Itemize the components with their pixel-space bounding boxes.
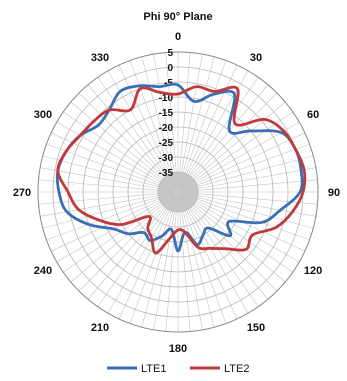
grid-spoke — [179, 56, 215, 188]
grid-outer-ring — [37, 51, 319, 333]
grid-ring — [157, 171, 199, 213]
grid-spoke — [179, 196, 227, 324]
grid-spoke — [179, 196, 238, 320]
grid-spoke — [178, 54, 203, 188]
grid-spoke — [165, 52, 178, 188]
grid-spoke — [129, 196, 177, 324]
grid-spoke — [178, 196, 203, 330]
grid-spoke — [180, 84, 269, 189]
grid-ring — [97, 111, 259, 273]
grid-spoke — [179, 60, 227, 188]
series-lines — [55, 82, 307, 255]
radial-tick-label: 0 — [167, 63, 173, 74]
angle-tick-label: 150 — [247, 322, 265, 334]
grid-ring — [142, 156, 214, 228]
grid-spoke — [97, 77, 176, 189]
grid-spoke — [180, 196, 249, 314]
angle-tick-label: 240 — [34, 265, 52, 277]
grid-spoke — [118, 64, 177, 188]
grid-ring — [112, 126, 244, 258]
grid-spoke — [182, 193, 314, 229]
grid-spoke — [63, 194, 175, 273]
grid-spoke — [107, 196, 176, 314]
grid-spoke — [182, 192, 318, 205]
radial-tick-label: -10 — [159, 93, 174, 104]
grid-spoke — [182, 155, 314, 191]
grid-spoke — [70, 194, 175, 283]
angle-tick-label: 330 — [91, 52, 109, 64]
grid-spoke — [181, 194, 286, 283]
grid-spoke — [181, 194, 293, 273]
radial-tick-label: -30 — [159, 153, 174, 164]
grid-spoke — [181, 195, 278, 292]
grid-spoke — [78, 195, 175, 292]
grid-spoke — [46, 193, 174, 241]
angle-tick-label: 120 — [304, 265, 322, 277]
radial-tick-label: -15 — [159, 108, 174, 119]
angle-axis: 0 30 60 90 120 150 180 210 240 270 300 330 — [13, 31, 340, 355]
grid-spoke — [179, 64, 238, 188]
angle-tick-label: 0 — [175, 31, 181, 43]
legend: LTE1 LTE2 — [107, 363, 249, 375]
grid-spoke — [141, 196, 177, 328]
legend-label-lte2: LTE2 — [224, 363, 249, 375]
grid-spoke — [182, 194, 300, 263]
radial-tick-label: -20 — [159, 123, 174, 134]
radial-tick-label: -25 — [159, 138, 174, 149]
grid-spoke — [182, 143, 310, 191]
grid-spoke — [165, 196, 178, 332]
angle-tick-label: 30 — [250, 52, 262, 64]
angle-tick-label: 210 — [91, 322, 109, 334]
angle-tick-label: 270 — [13, 187, 31, 199]
grid-spoke — [182, 193, 310, 241]
grid-spoke — [141, 56, 177, 188]
grid-spoke — [97, 195, 176, 307]
grid-spoke — [180, 195, 259, 307]
grid-spoke — [178, 196, 191, 332]
grid-spoke — [107, 70, 176, 188]
grid-spoke — [129, 60, 177, 188]
grid-spoke — [50, 132, 174, 191]
radial-tick-label: -35 — [159, 168, 174, 179]
grid-spoke — [78, 92, 175, 189]
legend-label-lte1: LTE1 — [141, 363, 166, 375]
grid-spoke — [181, 92, 278, 189]
grid-spoke — [182, 132, 306, 191]
angle-tick-label: 180 — [169, 343, 187, 355]
angle-tick-label: 60 — [307, 109, 319, 121]
grid-spoke — [40, 167, 174, 192]
grid-spoke — [40, 192, 174, 217]
series-line-lte2 — [56, 85, 307, 255]
grid-spoke — [153, 54, 178, 188]
grid-spoke — [70, 101, 175, 190]
grid-ring — [82, 96, 274, 288]
angle-tick-label: 90 — [328, 187, 340, 199]
radial-tick-label: 5 — [167, 48, 173, 59]
grid-spoke — [87, 84, 176, 189]
grid-spoke — [182, 167, 316, 192]
grid-ring — [127, 141, 229, 243]
grid-spoke — [87, 195, 176, 300]
angle-tick-label: 300 — [34, 109, 52, 121]
grid-spoke — [179, 196, 215, 328]
grid-spoke — [181, 101, 286, 190]
grid-spoke — [178, 52, 191, 188]
grid-spoke — [118, 196, 177, 320]
grid-spoke — [42, 193, 174, 229]
chart-title: Phi 90° Plane — [143, 11, 212, 23]
grid-spoke — [182, 179, 318, 192]
grid-spoke — [42, 155, 174, 191]
grid-spoke — [46, 143, 174, 191]
series-line-lte1 — [55, 82, 304, 253]
grid-spoke — [153, 196, 178, 330]
grid-spoke — [63, 111, 175, 190]
grid-spoke — [180, 77, 259, 189]
grid-spoke — [56, 121, 174, 190]
